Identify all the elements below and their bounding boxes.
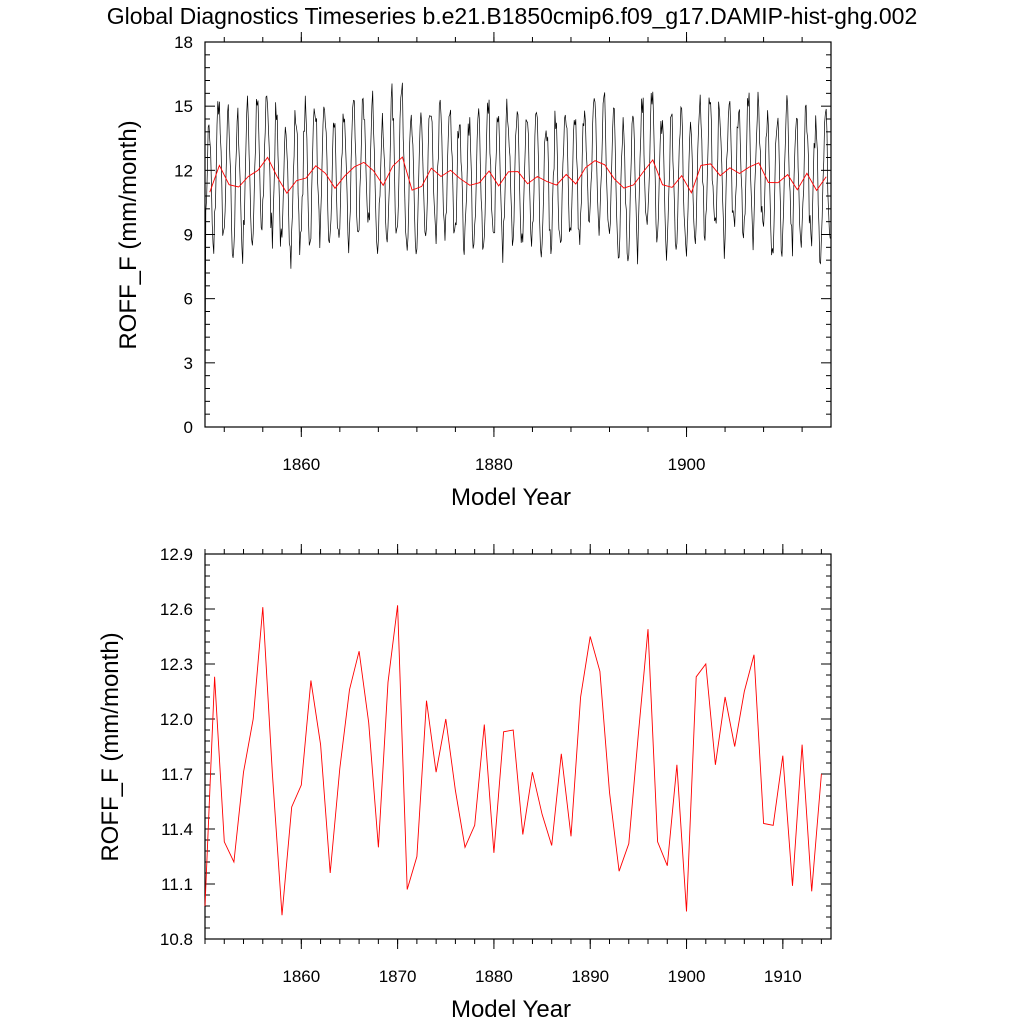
top-y-tick-label: 15	[174, 97, 193, 116]
top-chart-panel: 0 3 6 9 12 15 18 1860 1880 1900 Model Year ROFF_F…	[115, 32, 832, 511]
bottom-x-tick-label: 1860	[282, 967, 320, 986]
top-y-tick-label: 18	[174, 33, 193, 52]
bottom-y-tick-label: 12.0	[160, 710, 193, 729]
bottom-annual-mean-line	[204, 605, 822, 916]
bottom-y-tick-label: 10.8	[160, 930, 193, 949]
bottom-y-tick-label: 12.9	[160, 545, 193, 564]
bottom-series-group	[204, 605, 822, 916]
bottom-y-tick-label: 11.4	[161, 820, 193, 839]
top-x-tick-label: 1860	[282, 455, 320, 474]
top-y-tick-label: 0	[184, 418, 193, 437]
top-annual-mean-line	[209, 156, 827, 195]
top-x-tick-label: 1880	[475, 455, 513, 474]
bottom-x-tick-label: 1910	[764, 967, 802, 986]
top-y-tick-label: 9	[184, 226, 193, 245]
bottom-y-axis-title: ROFF_F (mm/month)	[97, 632, 124, 861]
bottom-y-tick-label: 12.6	[160, 600, 193, 619]
bottom-plot-frame	[204, 553, 832, 940]
top-y-axis-title: ROFF_F (mm/month)	[115, 120, 142, 349]
top-axis-ticks: 0 3 6 9 12 15 18 1860 1880 1900	[174, 32, 831, 474]
top-x-axis-title: Model Year	[451, 484, 571, 511]
top-x-tick-label: 1900	[668, 455, 706, 474]
bottom-x-tick-label: 1890	[571, 967, 609, 986]
top-y-tick-label: 3	[184, 354, 193, 373]
bottom-chart-panel: 10.8 11.1 11.4 11.7 12.0 12.3 12.6 12.9 1860 1870…	[97, 544, 832, 1023]
bottom-y-tick-label: 12.3	[160, 655, 193, 674]
top-y-tick-label: 12	[174, 161, 193, 180]
bottom-x-axis-title: Model Year	[451, 996, 571, 1023]
top-series-group	[204, 82, 831, 428]
bottom-x-tick-label: 1870	[379, 967, 417, 986]
bottom-axis-ticks: 10.8 11.1 11.4 11.7 12.0 12.3 12.6 12.9 1860 1870…	[160, 544, 831, 986]
top-y-tick-label: 6	[184, 290, 193, 309]
bottom-x-tick-label: 1880	[475, 967, 513, 986]
top-plot-frame	[204, 41, 832, 428]
top-monthly-line	[204, 82, 831, 428]
figure-title: Global Diagnostics Timeseries b.e21.B185…	[107, 3, 918, 29]
bottom-y-tick-label: 11.7	[161, 765, 193, 784]
bottom-x-tick-label: 1900	[668, 967, 706, 986]
bottom-y-tick-label: 11.1	[161, 875, 193, 894]
